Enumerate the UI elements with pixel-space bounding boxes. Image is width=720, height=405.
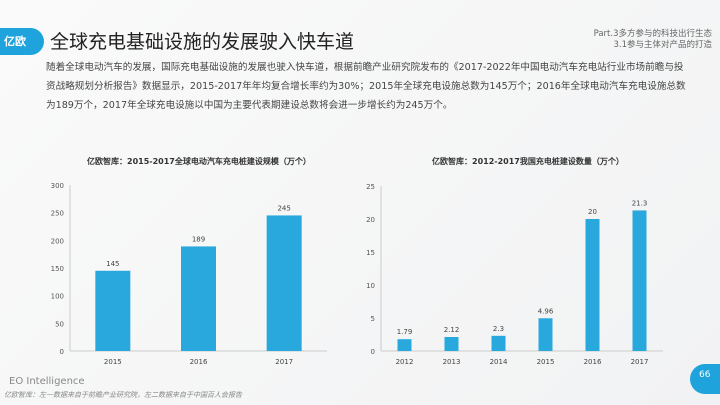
x-tick-label: 2016: [584, 358, 602, 366]
y-tick-label: 20: [366, 216, 375, 224]
data-label: 2.3: [493, 325, 504, 333]
bar: [585, 219, 600, 351]
x-tick-label: 2015: [104, 358, 122, 366]
x-tick-label: 2013: [443, 358, 461, 366]
bar: [95, 270, 131, 351]
body-paragraph: 随着全球电动汽车的发展，国际充电基础设施的发展也驶入快车道，根据前瞻产业研究院发…: [46, 62, 686, 111]
bar: [538, 318, 553, 351]
y-tick-label: 50: [55, 320, 64, 328]
data-label: 145: [106, 260, 119, 268]
bar: [181, 246, 216, 351]
brand-footer: EO Intelligence: [9, 376, 85, 387]
data-label: 2.12: [444, 326, 460, 334]
y-tick-label: 200: [51, 237, 64, 245]
x-tick-label: 2017: [275, 358, 293, 366]
y-tick-label: 10: [366, 282, 375, 290]
chart-title-right: 亿欧智库：2012-2017我国充电桩建设数量（万个）: [432, 157, 624, 166]
data-label: 1.79: [397, 328, 413, 336]
y-tick-label: 5: [371, 315, 375, 323]
y-tick-label: 150: [51, 265, 64, 273]
bar: [632, 210, 647, 351]
section-info: Part.3多方参与的科技出行生态 3.1参与主体对产品的打造: [594, 29, 712, 51]
data-label: 189: [192, 235, 205, 243]
data-label: 21.3: [632, 199, 648, 207]
data-label: 245: [277, 204, 290, 212]
x-tick-label: 2015: [537, 358, 555, 366]
page-title: 全球充电基础设施的发展驶入快车道: [50, 31, 355, 53]
data-label: 20: [588, 208, 597, 216]
bar: [444, 337, 459, 351]
y-tick-label: 300: [51, 182, 64, 190]
y-tick-label: 0: [60, 348, 64, 356]
y-tick-label: 15: [366, 249, 375, 257]
bar: [266, 215, 302, 351]
bar: [397, 339, 412, 351]
data-label: 4.96: [538, 307, 554, 315]
x-tick-label: 2017: [631, 358, 649, 366]
page-number: 66: [690, 364, 720, 394]
chart-title-left: 亿欧智库：2015-2017全球电动汽车充电桩建设规模（万个）: [87, 157, 311, 166]
logo: 亿欧: [0, 28, 44, 55]
y-tick-label: 250: [51, 210, 64, 218]
x-tick-label: 2012: [396, 358, 414, 366]
section-label: 3.1参与主体对产品的打造: [613, 40, 712, 50]
y-tick-label: 0: [371, 348, 375, 356]
logo-text: 亿欧: [4, 35, 26, 48]
y-tick-label: 100: [51, 293, 64, 301]
x-tick-label: 2016: [190, 358, 208, 366]
part-label: Part.3多方参与的科技出行生态: [593, 29, 712, 39]
bar: [491, 335, 506, 351]
source-note: 亿欧智库：左一数据来自于前瞻产业研究院，左二数据来自于中国百人会报告: [4, 391, 242, 399]
x-tick-label: 2014: [490, 358, 508, 366]
y-tick-label: 25: [366, 183, 375, 191]
